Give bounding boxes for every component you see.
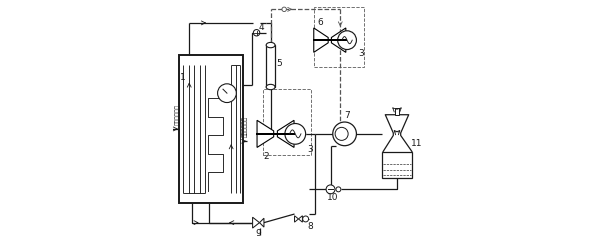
- Bar: [314, 7, 364, 67]
- Bar: [381, 152, 412, 178]
- Text: 1: 1: [180, 73, 186, 82]
- Text: 9: 9: [256, 228, 261, 238]
- Circle shape: [336, 187, 341, 192]
- Text: 10: 10: [327, 193, 339, 202]
- Circle shape: [302, 216, 308, 222]
- Bar: [266, 45, 275, 87]
- Text: 3: 3: [359, 49, 364, 58]
- Text: 6: 6: [317, 18, 323, 27]
- Polygon shape: [331, 28, 346, 52]
- Circle shape: [218, 84, 237, 102]
- Circle shape: [282, 7, 286, 12]
- Text: 11: 11: [411, 139, 423, 148]
- Bar: [179, 55, 244, 203]
- Circle shape: [333, 122, 356, 146]
- Text: 5: 5: [276, 59, 282, 68]
- Text: 2: 2: [263, 152, 269, 160]
- Ellipse shape: [266, 84, 275, 90]
- Text: 8: 8: [308, 222, 314, 231]
- Bar: [263, 90, 311, 155]
- Polygon shape: [278, 120, 294, 147]
- Polygon shape: [314, 28, 328, 52]
- Circle shape: [335, 127, 348, 140]
- Polygon shape: [253, 217, 260, 228]
- Text: 3: 3: [308, 145, 314, 154]
- Bar: [396, 108, 398, 115]
- Circle shape: [337, 31, 356, 50]
- Polygon shape: [298, 216, 302, 222]
- Polygon shape: [260, 218, 264, 227]
- Circle shape: [285, 124, 305, 144]
- Circle shape: [326, 185, 335, 194]
- Ellipse shape: [266, 42, 275, 48]
- Text: 4: 4: [258, 23, 264, 32]
- Circle shape: [253, 30, 260, 36]
- Text: 余热烟气进口: 余热烟气进口: [242, 116, 247, 137]
- Text: 余热烟气出口: 余热烟气出口: [176, 104, 181, 125]
- Text: 7: 7: [344, 111, 350, 120]
- Polygon shape: [295, 216, 298, 222]
- Polygon shape: [257, 120, 274, 147]
